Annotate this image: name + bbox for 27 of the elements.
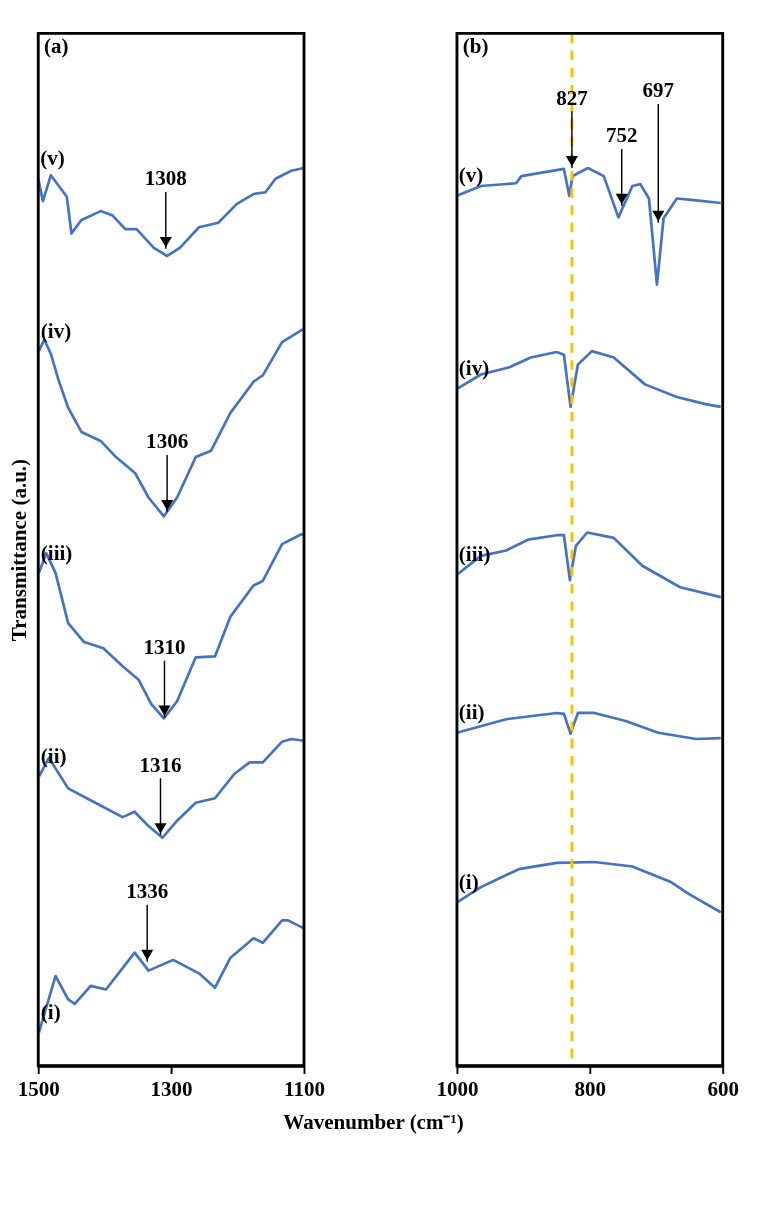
series-label: (v) xyxy=(458,163,484,188)
series-label: (iv) xyxy=(40,318,72,343)
x-tick-label: 600 xyxy=(707,1076,739,1101)
series-label: (i) xyxy=(458,870,479,895)
annotation: 697 xyxy=(642,78,675,103)
y-axis-title: Transmittance (a.u.) xyxy=(7,458,32,642)
x-tick-label: 1300 xyxy=(150,1076,193,1101)
annotation: 1310 xyxy=(143,634,186,659)
series-label: (iii) xyxy=(40,540,73,565)
x-tick-label: 800 xyxy=(574,1076,607,1101)
chart-title: (a) xyxy=(43,34,69,59)
series-label: (ii) xyxy=(40,744,67,769)
series-label: (iv) xyxy=(458,356,490,381)
x-tick-label: 1500 xyxy=(17,1076,60,1101)
series-label: (v) xyxy=(40,146,65,171)
annotation: 1316 xyxy=(139,752,182,777)
x-axis-title: Wavenumber (cm⁻¹) xyxy=(283,1110,464,1135)
annotation: 752 xyxy=(605,123,638,148)
series-label: (ii) xyxy=(458,700,485,725)
annotation: 827 xyxy=(556,85,588,110)
annotation: 1306 xyxy=(146,429,189,454)
annotation: 1308 xyxy=(144,166,187,191)
series-label: (iii) xyxy=(458,542,491,567)
x-tick-label: 1100 xyxy=(284,1076,325,1101)
x-tick-label: 1000 xyxy=(436,1076,479,1101)
chart-title: (b) xyxy=(462,34,489,59)
annotation: 1336 xyxy=(126,879,169,904)
